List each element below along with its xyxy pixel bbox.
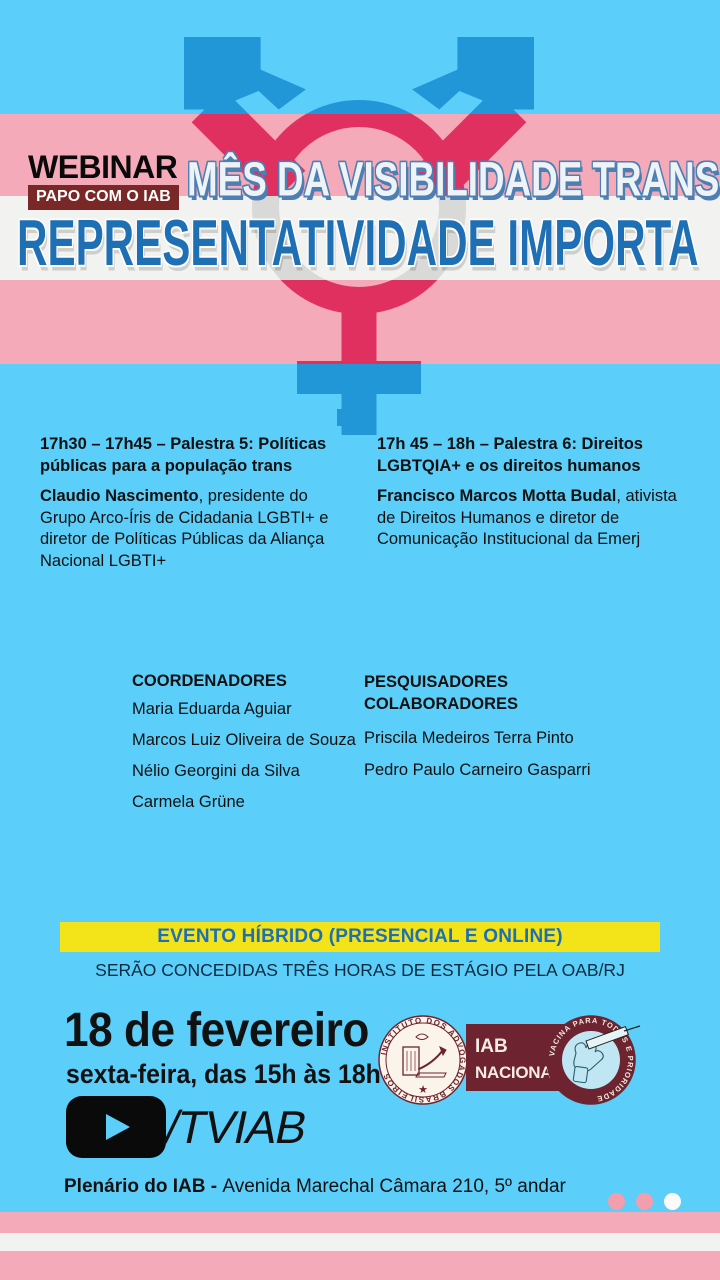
- svg-text:★: ★: [418, 1084, 428, 1096]
- svg-text:IAB: IAB: [475, 1036, 508, 1057]
